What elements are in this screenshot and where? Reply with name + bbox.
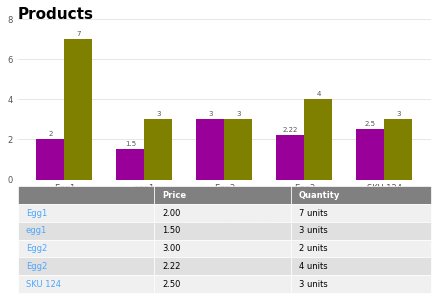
Bar [196, 119, 224, 179]
Text: 3: 3 [396, 111, 401, 117]
Text: 3: 3 [236, 111, 241, 117]
Text: 7: 7 [76, 31, 81, 37]
Text: 2.00: 2.00 [162, 209, 181, 218]
Bar [117, 150, 144, 179]
Bar [154, 204, 290, 222]
Bar [290, 204, 431, 222]
Bar [290, 257, 431, 275]
Text: 2: 2 [48, 131, 53, 137]
Text: 2.50: 2.50 [162, 280, 181, 289]
Legend: Price, Quantity: Price, Quantity [172, 214, 276, 228]
Text: Egg2: Egg2 [26, 244, 47, 253]
Text: 3: 3 [156, 111, 161, 117]
Bar [224, 119, 253, 179]
Bar [290, 240, 431, 257]
Text: Egg2: Egg2 [26, 262, 47, 271]
Bar [290, 187, 431, 204]
Text: 3.00: 3.00 [162, 244, 181, 253]
Bar [18, 257, 154, 275]
Text: 7 units: 7 units [299, 209, 328, 218]
Bar [64, 39, 92, 179]
Text: egg1: egg1 [26, 226, 47, 235]
Bar [276, 135, 304, 179]
Text: 4 units: 4 units [299, 262, 327, 271]
Bar [356, 129, 385, 179]
Text: 2 units: 2 units [299, 244, 327, 253]
Text: Price: Price [162, 191, 187, 200]
Bar [154, 257, 290, 275]
Text: SKU 124: SKU 124 [26, 280, 61, 289]
Bar [18, 240, 154, 257]
Bar [18, 275, 154, 293]
Bar [37, 139, 64, 179]
Bar [154, 222, 290, 240]
Text: 4: 4 [316, 91, 321, 97]
Text: Egg1: Egg1 [26, 209, 47, 218]
Bar [18, 204, 154, 222]
Bar [18, 187, 154, 204]
Text: 1.50: 1.50 [162, 226, 181, 235]
Bar [154, 275, 290, 293]
Text: 2.5: 2.5 [365, 121, 376, 127]
Bar [154, 240, 290, 257]
Bar [385, 119, 412, 179]
Bar [144, 119, 172, 179]
Text: 2.22: 2.22 [283, 126, 298, 132]
Bar [154, 187, 290, 204]
Text: 3 units: 3 units [299, 226, 328, 235]
Text: 3: 3 [208, 111, 213, 117]
Bar [18, 222, 154, 240]
Bar [290, 222, 431, 240]
Bar [290, 275, 431, 293]
Text: Products: Products [18, 7, 94, 22]
Text: Quantity: Quantity [299, 191, 340, 200]
Text: 2.22: 2.22 [162, 262, 181, 271]
Text: 3 units: 3 units [299, 280, 328, 289]
Text: 1.5: 1.5 [125, 141, 136, 147]
Bar [304, 99, 332, 179]
